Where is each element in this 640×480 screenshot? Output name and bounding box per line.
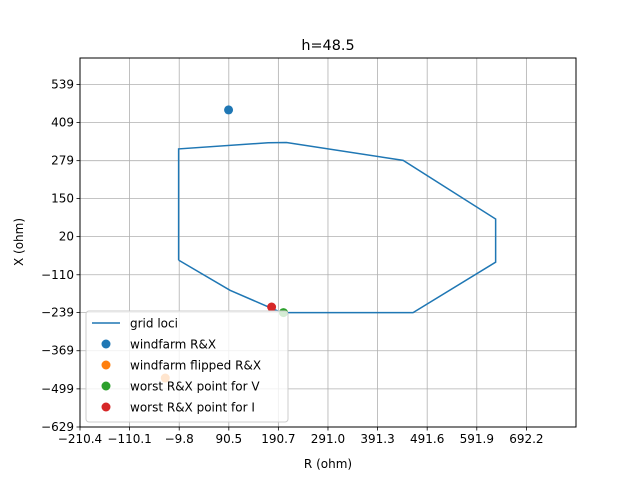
y-tick-label: 279 <box>51 154 74 168</box>
x-tick-label: 692.2 <box>509 432 543 446</box>
x-tick-label: −9.8 <box>165 432 194 446</box>
legend-swatch-marker <box>101 381 111 391</box>
x-tick-label: 591.9 <box>460 432 494 446</box>
plot-frame <box>79 57 577 428</box>
series-line-grid-loci <box>177 141 497 314</box>
legend-swatch-marker <box>101 402 111 412</box>
x-tick-label: 190.7 <box>261 432 295 446</box>
y-tick-label: −629 <box>41 420 74 434</box>
x-tick-label: −110.1 <box>107 432 151 446</box>
legend-swatch-marker <box>101 339 111 349</box>
y-tick-label: −239 <box>41 306 74 320</box>
x-tick-label: −210.4 <box>58 432 102 446</box>
x-tick-label: 491.6 <box>410 432 444 446</box>
legend-label: windfarm flipped R&X <box>130 359 261 373</box>
y-tick-label: 539 <box>51 77 74 91</box>
y-tick-label: 150 <box>51 192 74 206</box>
y-tick-label: −499 <box>41 382 74 396</box>
legend-box <box>85 310 289 423</box>
y-tick-label: 409 <box>51 116 74 130</box>
legend-label: windfarm R&X <box>130 338 216 352</box>
chart-title: h=48.5 <box>301 38 354 54</box>
y-tick-label: 20 <box>59 230 74 244</box>
x-axis-label: R (ohm) <box>304 457 352 471</box>
legend-swatch-marker <box>101 360 111 370</box>
y-axis-label: X (ohm) <box>12 218 26 266</box>
legend-label: grid loci <box>130 317 178 331</box>
y-tick-label: −369 <box>41 344 74 358</box>
scatter-point-series-4 <box>267 302 277 312</box>
x-tick-label: 90.5 <box>215 432 242 446</box>
x-tick-label: 391.3 <box>360 432 394 446</box>
legend-label: worst R&X point for I <box>130 401 255 415</box>
x-tick-label: 291.0 <box>311 432 345 446</box>
legend: grid loci windfarm R&X windfarm flipped R&… <box>85 310 289 423</box>
scatter-point-series-1 <box>224 105 234 115</box>
tick-layer: −210.4 −110.1 −9.8 90.5 190.7 291.0 391.3 491.6… <box>41 77 544 446</box>
legend-label: worst R&X point for V <box>130 380 260 394</box>
y-tick-label: −110 <box>41 268 74 282</box>
